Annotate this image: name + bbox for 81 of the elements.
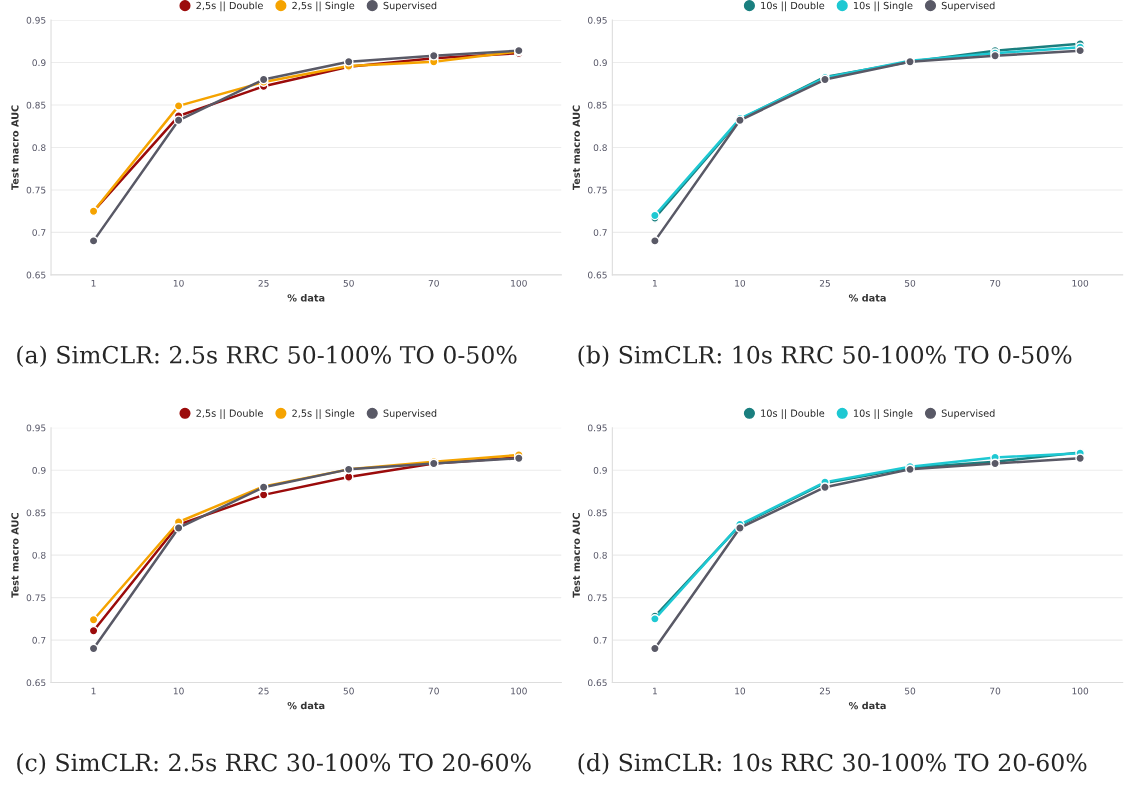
y-tick-label: 0.8	[593, 551, 607, 559]
y-tick-label: 0.8	[32, 551, 46, 559]
legend-label: Supervised	[383, 409, 437, 419]
y-tick-label: 0.9	[593, 466, 607, 474]
x-axis-title: % data	[848, 701, 886, 710]
x-tick-label: 70	[428, 279, 439, 287]
y-tick-label: 0.75	[26, 594, 46, 602]
x-tick-label: 10	[735, 279, 746, 287]
y-tick-label: 0.95	[26, 424, 46, 432]
legend-label: 10s || Single	[853, 409, 913, 419]
y-tick-label: 0.85	[587, 509, 607, 517]
y-tick-label: 0.85	[26, 101, 46, 109]
x-tick-label: 1	[653, 280, 657, 287]
point	[173, 115, 184, 126]
x-tick-label: 10	[173, 279, 184, 287]
x-tick-label: 10	[173, 687, 184, 695]
y-tick-label: 0.9	[593, 59, 607, 67]
legend-label: Supervised	[383, 1, 437, 12]
y-tick-label: 0.65	[26, 271, 46, 279]
legend-label: 2,5s || Double	[196, 409, 263, 419]
legend-label: 2,5s || Single	[292, 1, 355, 12]
text: (a) SimCLR: 2.5s RRC 50-100% TO 0-50%	[17, 345, 517, 368]
y-tick-label: 0.85	[587, 101, 607, 109]
x-tick-label: 100	[1072, 687, 1089, 695]
x-axis-title: % data	[287, 701, 325, 710]
y-tick-label: 0.85	[26, 509, 46, 517]
x-axis-title: % data	[287, 294, 325, 302]
y-tick-label: 0.7	[32, 229, 46, 236]
legend-label: 2,5s || Single	[292, 409, 355, 419]
point	[1075, 453, 1085, 464]
x-tick-label: 25	[258, 687, 269, 695]
text: (c) SimCLR: 2.5s RRC 30-100% TO 20-60%	[17, 753, 531, 775]
x-tick-label: 25	[258, 279, 269, 287]
text: (b) SimCLR: 10s RRC 50-100% TO 0-50%	[578, 345, 1072, 368]
x-tick-label: 1	[653, 687, 657, 695]
y-tick-label: 0.75	[587, 186, 607, 194]
x-tick-label: 100	[511, 687, 527, 695]
x-tick-label: 70	[428, 687, 439, 695]
x-tick-label: 1	[91, 687, 96, 695]
y-tick-label: 0.9	[32, 59, 46, 67]
y-tick-label: 0.7	[32, 636, 46, 644]
legend-label: Supervised	[941, 409, 995, 419]
x-axis-title: % data	[848, 294, 886, 302]
y-tick-label: 0.65	[587, 271, 607, 279]
y-tick-label: 0.75	[26, 186, 46, 194]
x-tick-label: 100	[511, 279, 527, 287]
point	[820, 482, 830, 493]
y-tick-label: 0.95	[26, 16, 46, 24]
point	[650, 236, 660, 246]
y-tick-label: 0.7	[593, 229, 607, 236]
legend-label: 10s || Double	[761, 1, 825, 12]
y-tick-label: 0.95	[587, 424, 607, 432]
y-axis-title: Test macro AUC	[572, 513, 580, 598]
y-tick-label: 0.8	[32, 144, 46, 152]
x-tick-label: 50	[904, 687, 916, 695]
y-axis-title: Test macro AUC	[11, 513, 19, 598]
y-tick-label: 0.7	[593, 636, 607, 644]
x-tick-label: 50	[343, 279, 354, 287]
x-tick-label: 25	[819, 279, 830, 287]
legend-label: 2,5s || Double	[196, 1, 263, 12]
y-axis-title: Test macro AUC	[572, 105, 580, 191]
y-tick-label: 0.8	[593, 144, 607, 152]
y-tick-label: 0.75	[587, 594, 607, 602]
y-tick-label: 0.95	[587, 16, 607, 24]
x-tick-label: 50	[343, 687, 354, 695]
x-tick-label: 50	[904, 279, 916, 287]
y-tick-label: 0.65	[587, 679, 607, 687]
x-tick-label: 25	[819, 687, 830, 695]
legend-label: 10s || Single	[853, 1, 913, 12]
point	[173, 523, 184, 533]
x-tick-label: 100	[1072, 279, 1089, 287]
x-tick-label: 70	[990, 279, 1001, 287]
y-tick-label: 0.9	[32, 466, 46, 474]
legend-label: Supervised	[941, 1, 995, 12]
x-tick-label: 70	[990, 687, 1001, 695]
x-tick-label: 1	[91, 280, 96, 287]
legend-label: 10s || Double	[761, 409, 825, 419]
text: (d) SimCLR: 10s RRC 30-100% TO 20-60%	[578, 753, 1087, 775]
x-tick-label: 10	[735, 687, 746, 695]
y-tick-label: 0.65	[26, 679, 46, 687]
y-axis-title: Test macro AUC	[11, 105, 19, 191]
